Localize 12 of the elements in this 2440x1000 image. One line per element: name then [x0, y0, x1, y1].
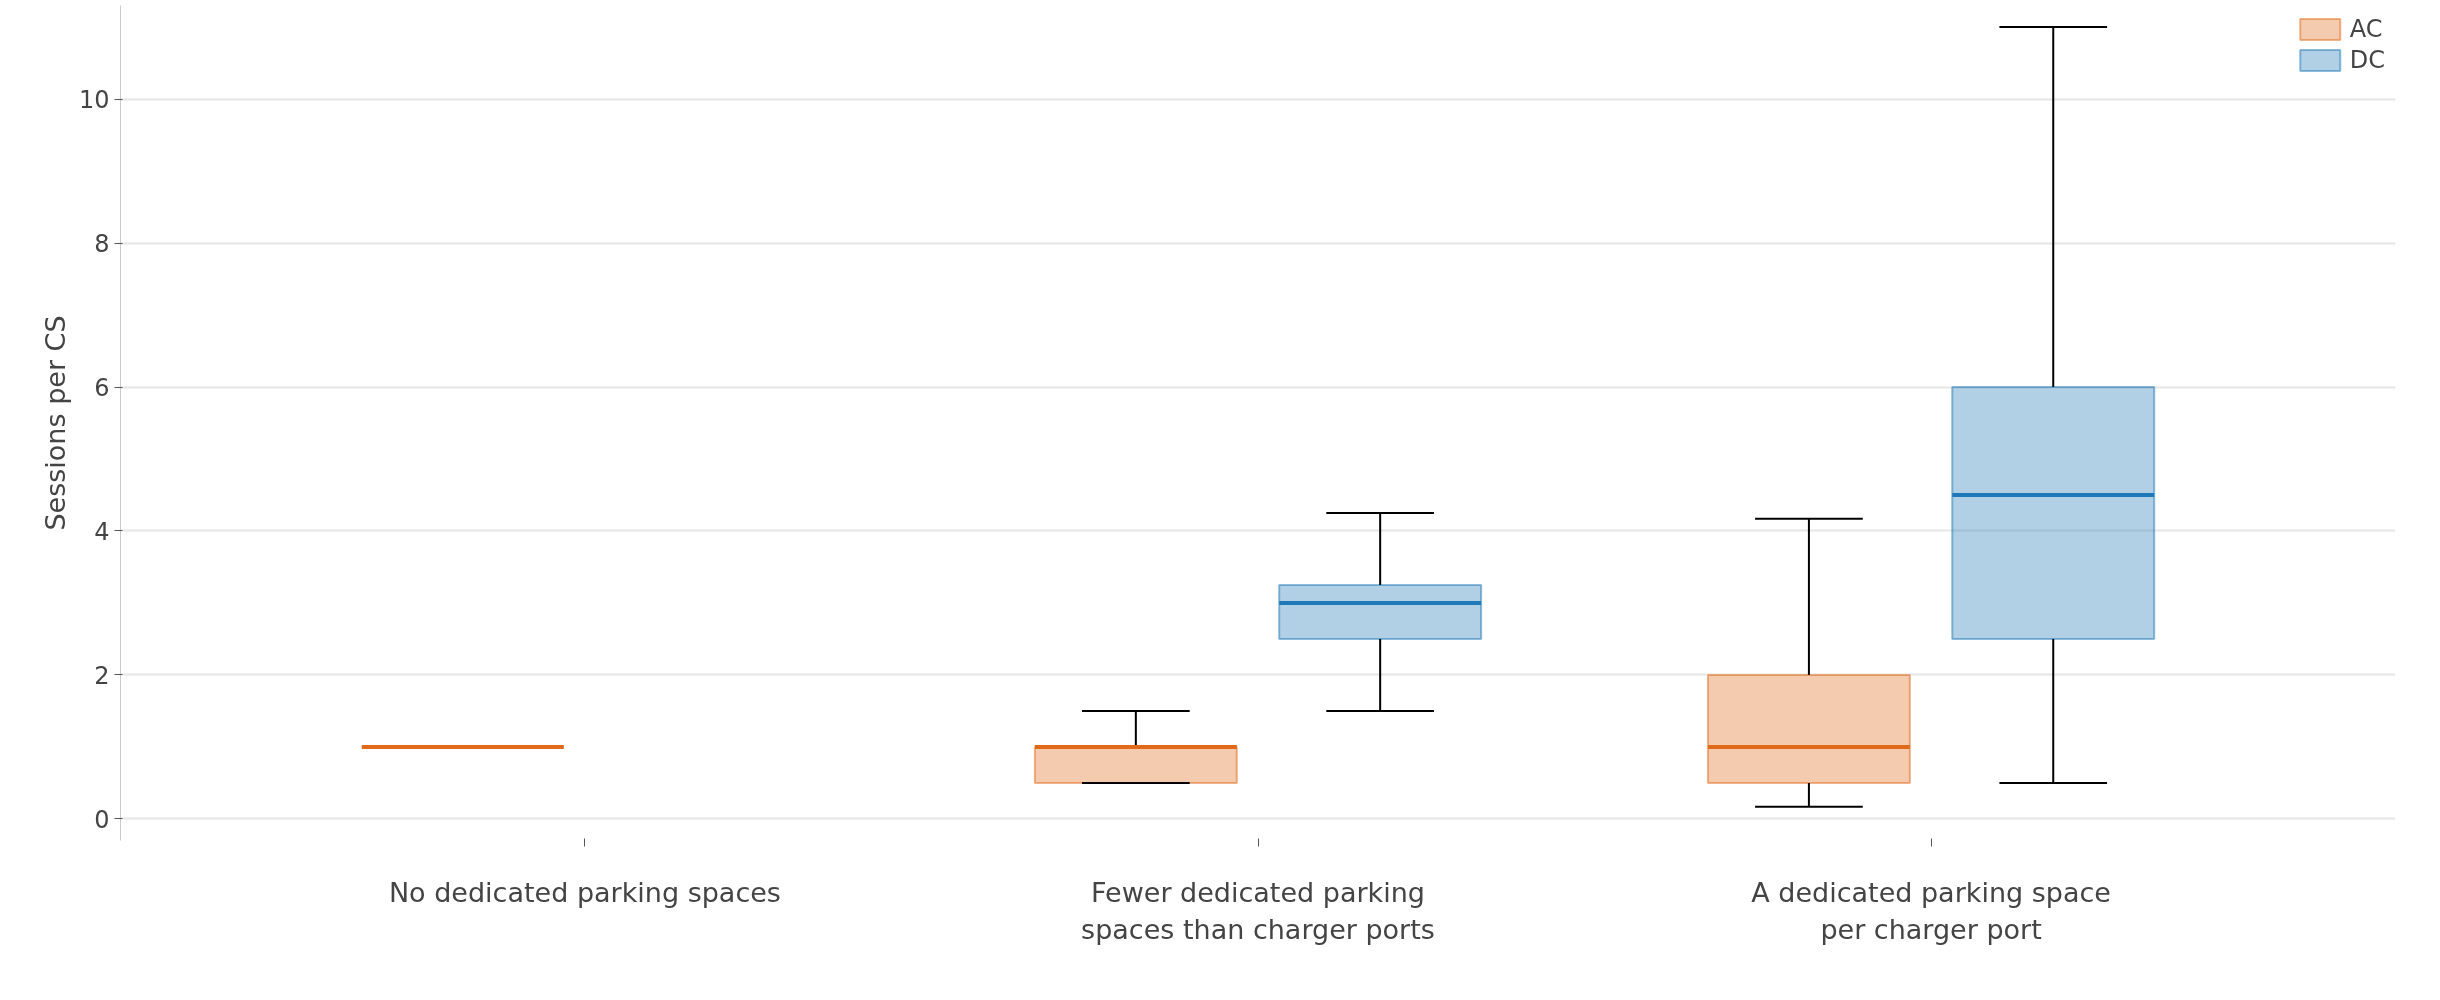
- y-tick-label: 4: [94, 517, 110, 546]
- y-tick-label: 2: [94, 661, 110, 690]
- y-tick-label: 0: [94, 805, 110, 834]
- x-tick-label: A dedicated parking space per charger port: [1751, 876, 2111, 945]
- x-tick-label: No dedicated parking spaces: [388, 876, 781, 908]
- y-tick-label: 8: [94, 230, 110, 259]
- legend-label: AC: [2349, 15, 2383, 43]
- y-tick-label: 6: [94, 374, 110, 403]
- y-tick-label: 10: [78, 86, 110, 115]
- y-axis-title: Sessions per CS: [39, 315, 71, 531]
- x-tick-label: Fewer dedicated parking spaces than charger ports: [1081, 876, 1435, 945]
- legend-label: DC: [2349, 46, 2385, 74]
